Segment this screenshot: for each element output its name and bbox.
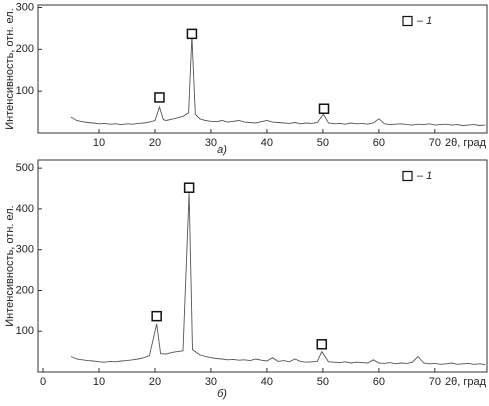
legend-label: – 1 [416,15,432,27]
pattern-line [70,35,486,126]
plot-frame [37,4,488,134]
y-axis-label: Интенсивность, отн. ел. [4,205,16,326]
x-tick-label: 20 [149,137,161,149]
phase-marker [151,310,162,322]
x-tick-label: 70 [429,137,441,149]
x-tick-label: 30 [205,137,217,149]
x-tick-label: 60 [373,137,385,149]
legend-label: – 1 [416,170,432,182]
x-axis-label: 2θ, град [445,376,487,388]
phase-marker [316,339,328,350]
plot-frame [37,159,488,373]
y-tick-label: 400 [16,203,34,215]
y-tick-label: 300 [16,1,34,13]
caption: б) [217,388,227,400]
x-tick-label: 60 [373,376,385,388]
y-tick-label: 200 [16,43,34,55]
x-axis-label: 2θ, град [445,137,487,149]
phase-marker [186,28,198,40]
x-tick-label: 50 [317,376,329,388]
phase-marker [154,92,165,103]
y-tick-label: 500 [16,162,34,174]
y-tick-label: 300 [16,244,34,256]
x-tick-label: 40 [261,137,273,149]
phase-marker [318,103,330,114]
caption: а) [217,144,227,156]
legend-marker [402,170,413,182]
x-tick-label: 10 [93,137,105,149]
phase-marker [183,182,195,193]
y-tick-label: 100 [16,85,34,97]
x-tick-label: 70 [429,376,441,388]
y-axis-label: Интенсивность, отн. ел. [4,8,16,129]
legend-marker [402,15,413,27]
x-tick-label: 40 [261,376,273,388]
x-tick-label: 50 [317,137,329,149]
y-tick-label: 200 [16,284,34,296]
x-tick-label: 10 [93,376,105,388]
x-tick-label: 20 [149,376,161,388]
pattern-line [70,192,486,366]
y-tick-label: 100 [16,325,34,337]
x-tick-label: 30 [205,376,217,388]
x-tick-label: 0 [40,376,46,388]
